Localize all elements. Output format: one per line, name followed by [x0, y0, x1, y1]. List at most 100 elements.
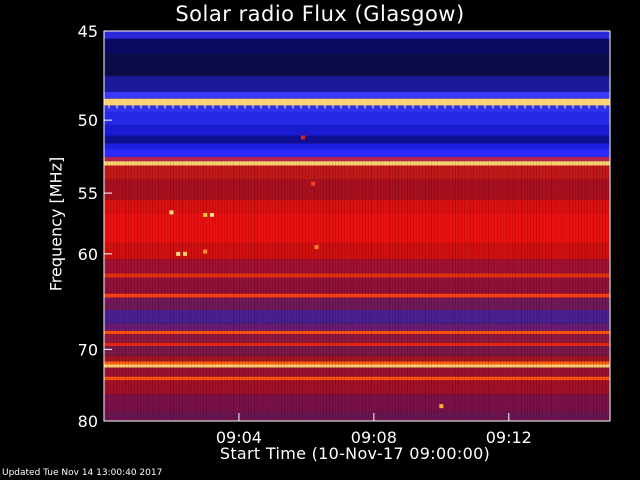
striation	[245, 162, 246, 422]
x-tick-label: 09:08	[351, 428, 397, 447]
frequency-band	[104, 135, 610, 144]
frequency-band	[104, 143, 610, 150]
striation	[296, 162, 297, 422]
striation	[473, 162, 474, 422]
striation	[516, 100, 518, 109]
striation	[188, 162, 189, 422]
striation	[341, 162, 342, 422]
striation	[548, 100, 550, 109]
striation	[374, 162, 375, 422]
striation	[200, 162, 201, 422]
striation	[455, 162, 456, 422]
frequency-band	[104, 380, 610, 395]
striation	[220, 100, 222, 109]
striation	[545, 162, 546, 422]
striation	[506, 162, 507, 422]
striation	[122, 162, 123, 422]
striation	[572, 100, 574, 109]
striation	[389, 162, 390, 422]
striation	[527, 162, 528, 422]
frequency-band	[104, 277, 610, 294]
striation	[300, 100, 302, 109]
striation	[329, 162, 330, 422]
striation	[359, 162, 360, 422]
y-axis-ticks: 45 50 55 60 70 80	[78, 22, 112, 431]
striation	[128, 162, 129, 422]
striation	[587, 162, 588, 422]
striation	[593, 162, 594, 422]
striation	[332, 162, 333, 422]
striation	[227, 162, 228, 422]
striation	[428, 162, 429, 422]
striation	[494, 162, 495, 422]
striation	[344, 162, 345, 422]
striation	[332, 100, 334, 109]
striation	[532, 100, 534, 109]
striation	[324, 100, 326, 109]
striation	[124, 100, 126, 109]
striation	[218, 162, 219, 422]
striation	[407, 162, 408, 422]
striation	[353, 162, 354, 422]
spectrogram-striations	[104, 100, 609, 422]
striation	[278, 162, 279, 422]
frequency-band	[104, 199, 610, 213]
striation	[314, 162, 315, 422]
striation	[116, 100, 118, 109]
striation	[488, 162, 489, 422]
striation	[500, 100, 502, 109]
striation	[251, 162, 252, 422]
striation	[468, 100, 470, 109]
striation	[437, 162, 438, 422]
striation	[308, 100, 310, 109]
striation	[368, 162, 369, 422]
striation	[215, 162, 216, 422]
striation	[293, 162, 294, 422]
frequency-band	[104, 411, 610, 421]
striation	[119, 162, 120, 422]
y-tick-label: 70	[78, 340, 98, 359]
bright-spot	[182, 251, 187, 256]
striation	[305, 162, 306, 422]
frequency-band	[104, 394, 610, 412]
striation	[242, 162, 243, 422]
y-tick-label: 80	[78, 412, 98, 431]
striation	[170, 162, 171, 422]
frequency-band	[104, 38, 610, 55]
striation	[188, 100, 190, 109]
frequency-band	[104, 323, 610, 331]
striation	[311, 162, 312, 422]
striation	[164, 100, 166, 109]
striation	[164, 162, 165, 422]
striation	[412, 100, 414, 109]
striation	[134, 162, 135, 422]
y-tick-label: 55	[78, 184, 98, 203]
frequency-band	[104, 364, 610, 368]
frequency-band	[104, 76, 610, 92]
frequency-band	[104, 242, 610, 260]
bright-spot	[209, 212, 214, 217]
frequency-band	[104, 149, 610, 157]
frequency-band	[104, 355, 610, 362]
frequency-band	[104, 91, 610, 99]
spectrogram-bright-spots	[169, 135, 444, 409]
striation	[392, 162, 393, 422]
striation	[140, 162, 141, 422]
page-title: Solar radio Flux (Glasgow)	[175, 2, 465, 26]
striation	[116, 162, 117, 422]
striation	[401, 162, 402, 422]
striation	[599, 162, 600, 422]
striation	[422, 162, 423, 422]
frequency-band	[104, 259, 610, 274]
frequency-band	[104, 273, 610, 278]
striation	[413, 162, 414, 422]
striation	[230, 162, 231, 422]
frequency-band	[104, 212, 610, 243]
striation	[317, 162, 318, 422]
striation	[185, 162, 186, 422]
striation	[292, 100, 294, 109]
striation	[530, 162, 531, 422]
striation	[212, 100, 214, 109]
striation	[596, 162, 597, 422]
striation	[203, 162, 204, 422]
